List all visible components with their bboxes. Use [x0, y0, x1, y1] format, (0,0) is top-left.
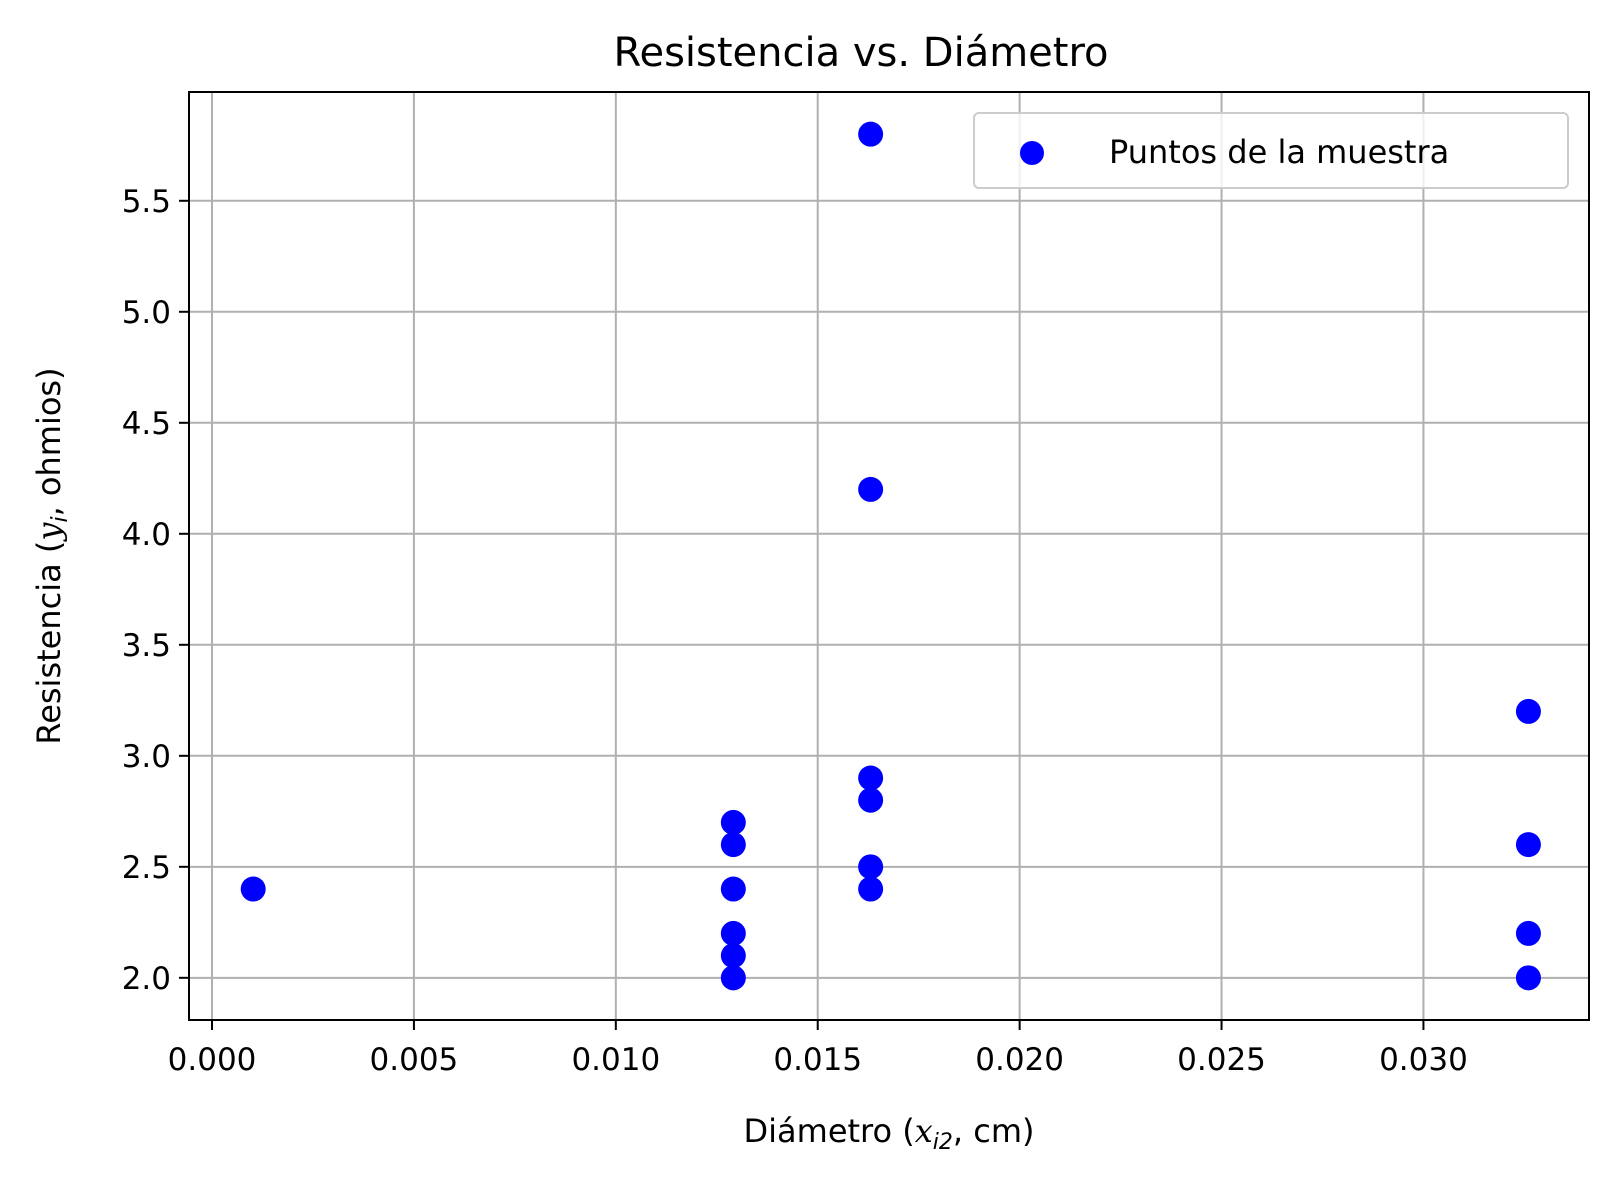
data-point: [240, 876, 266, 902]
data-point: [720, 920, 746, 946]
legend-box: [973, 112, 1569, 189]
data-point: [858, 121, 884, 147]
data-point: [858, 876, 884, 902]
data-point: [858, 476, 884, 502]
y-tick-label: 5.5: [122, 184, 171, 220]
legend-label: Puntos de la muestra: [1109, 133, 1449, 171]
data-point: [858, 787, 884, 813]
x-tick-label: 0.015: [773, 1042, 862, 1078]
x-axis-label: Diámetro (xi2, cm): [744, 1112, 1035, 1155]
legend-marker: [1020, 141, 1044, 165]
grid: [189, 92, 1589, 1020]
plot-frame: [188, 91, 1590, 1021]
data-point: [720, 965, 746, 991]
x-tick-label: 0.000: [168, 1042, 257, 1078]
chart-title: Resistencia vs. Diámetro: [613, 30, 1108, 76]
data-point: [720, 876, 746, 902]
x-tick-label: 0.030: [1379, 1042, 1468, 1078]
x-tick-label: 0.025: [1177, 1042, 1266, 1078]
y-tick-label: 3.5: [122, 628, 171, 664]
data-point: [858, 765, 884, 791]
data-points: [240, 121, 1541, 991]
y-tick-label: 3.0: [122, 739, 171, 775]
data-point: [1515, 832, 1541, 858]
y-tick-label: 4.0: [122, 517, 171, 553]
data-point: [720, 809, 746, 835]
data-point: [720, 943, 746, 969]
x-tick-label: 0.020: [975, 1042, 1064, 1078]
y-tick-label: 2.5: [122, 850, 171, 886]
y-axis-label: Resistencia (yi, ohmios): [30, 367, 73, 744]
y-tick-label: 2.0: [122, 961, 171, 997]
data-point: [720, 832, 746, 858]
axis-ticks: 0.000 0.005 0.010 0.015 0.020 0.025 0.030 2.0 2.…: [122, 184, 1468, 1078]
y-tick-label: 4.5: [122, 406, 171, 442]
data-point: [858, 854, 884, 880]
data-point: [1515, 920, 1541, 946]
y-tick-label: 5.0: [122, 295, 171, 331]
x-tick-label: 0.005: [370, 1042, 459, 1078]
legend: Puntos de la muestra: [973, 112, 1569, 189]
data-point: [1515, 698, 1541, 724]
data-point: [1515, 965, 1541, 991]
x-tick-label: 0.010: [571, 1042, 660, 1078]
